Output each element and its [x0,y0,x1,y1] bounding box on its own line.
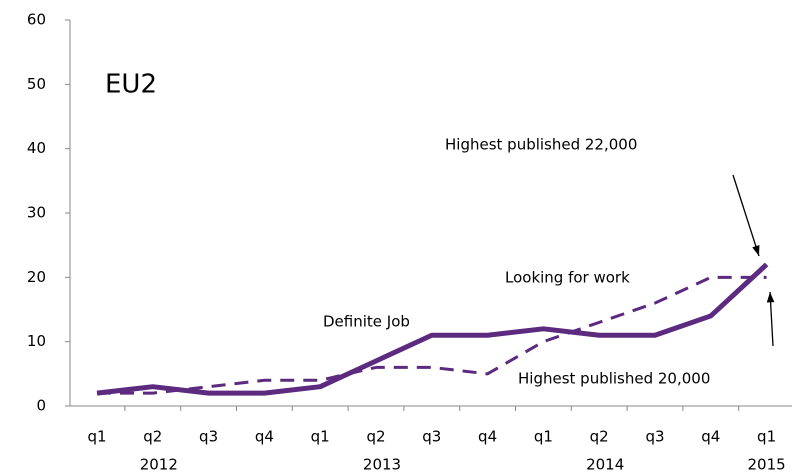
series-line [96,262,769,396]
arrow-head [752,245,760,256]
x-tick-label: q1 [311,428,330,446]
y-tick-label: 10 [27,332,46,350]
x-tick-label: q4 [478,428,497,446]
year-label: 2012 [140,456,178,474]
year-label: 2013 [363,456,401,474]
series-label: Definite Job [323,313,410,331]
x-tick-label: q3 [199,428,218,446]
series-label: Looking for work [505,269,630,287]
y-tick-label: 20 [27,268,46,286]
x-tick-label: q4 [255,428,274,446]
annotation: Highest published 22,000 [445,136,637,154]
x-tick-label: q4 [701,428,720,446]
series-line [97,275,767,395]
x-tick-label: q2 [590,428,609,446]
x-tick-label: q2 [143,428,162,446]
x-tick-label: q1 [757,428,776,446]
year-label: 2014 [586,456,624,474]
x-tick-label: q2 [366,428,385,446]
x-tick-label: q3 [645,428,664,446]
y-tick-label: 50 [27,75,46,93]
x-tick-label: q1 [87,428,106,446]
year-label: 2015 [748,456,786,474]
x-tick-label: q1 [534,428,553,446]
y-tick-label: 30 [27,204,46,222]
y-tick-label: 40 [27,139,46,157]
x-tick-label: q3 [422,428,441,446]
annotation: Highest published 20,000 [518,370,710,388]
y-tick-label: 60 [27,11,46,29]
arrow-head [766,292,775,303]
chart-title: EU2 [105,70,157,100]
annotation-arrow [732,174,760,257]
y-tick-label: 0 [36,397,46,415]
